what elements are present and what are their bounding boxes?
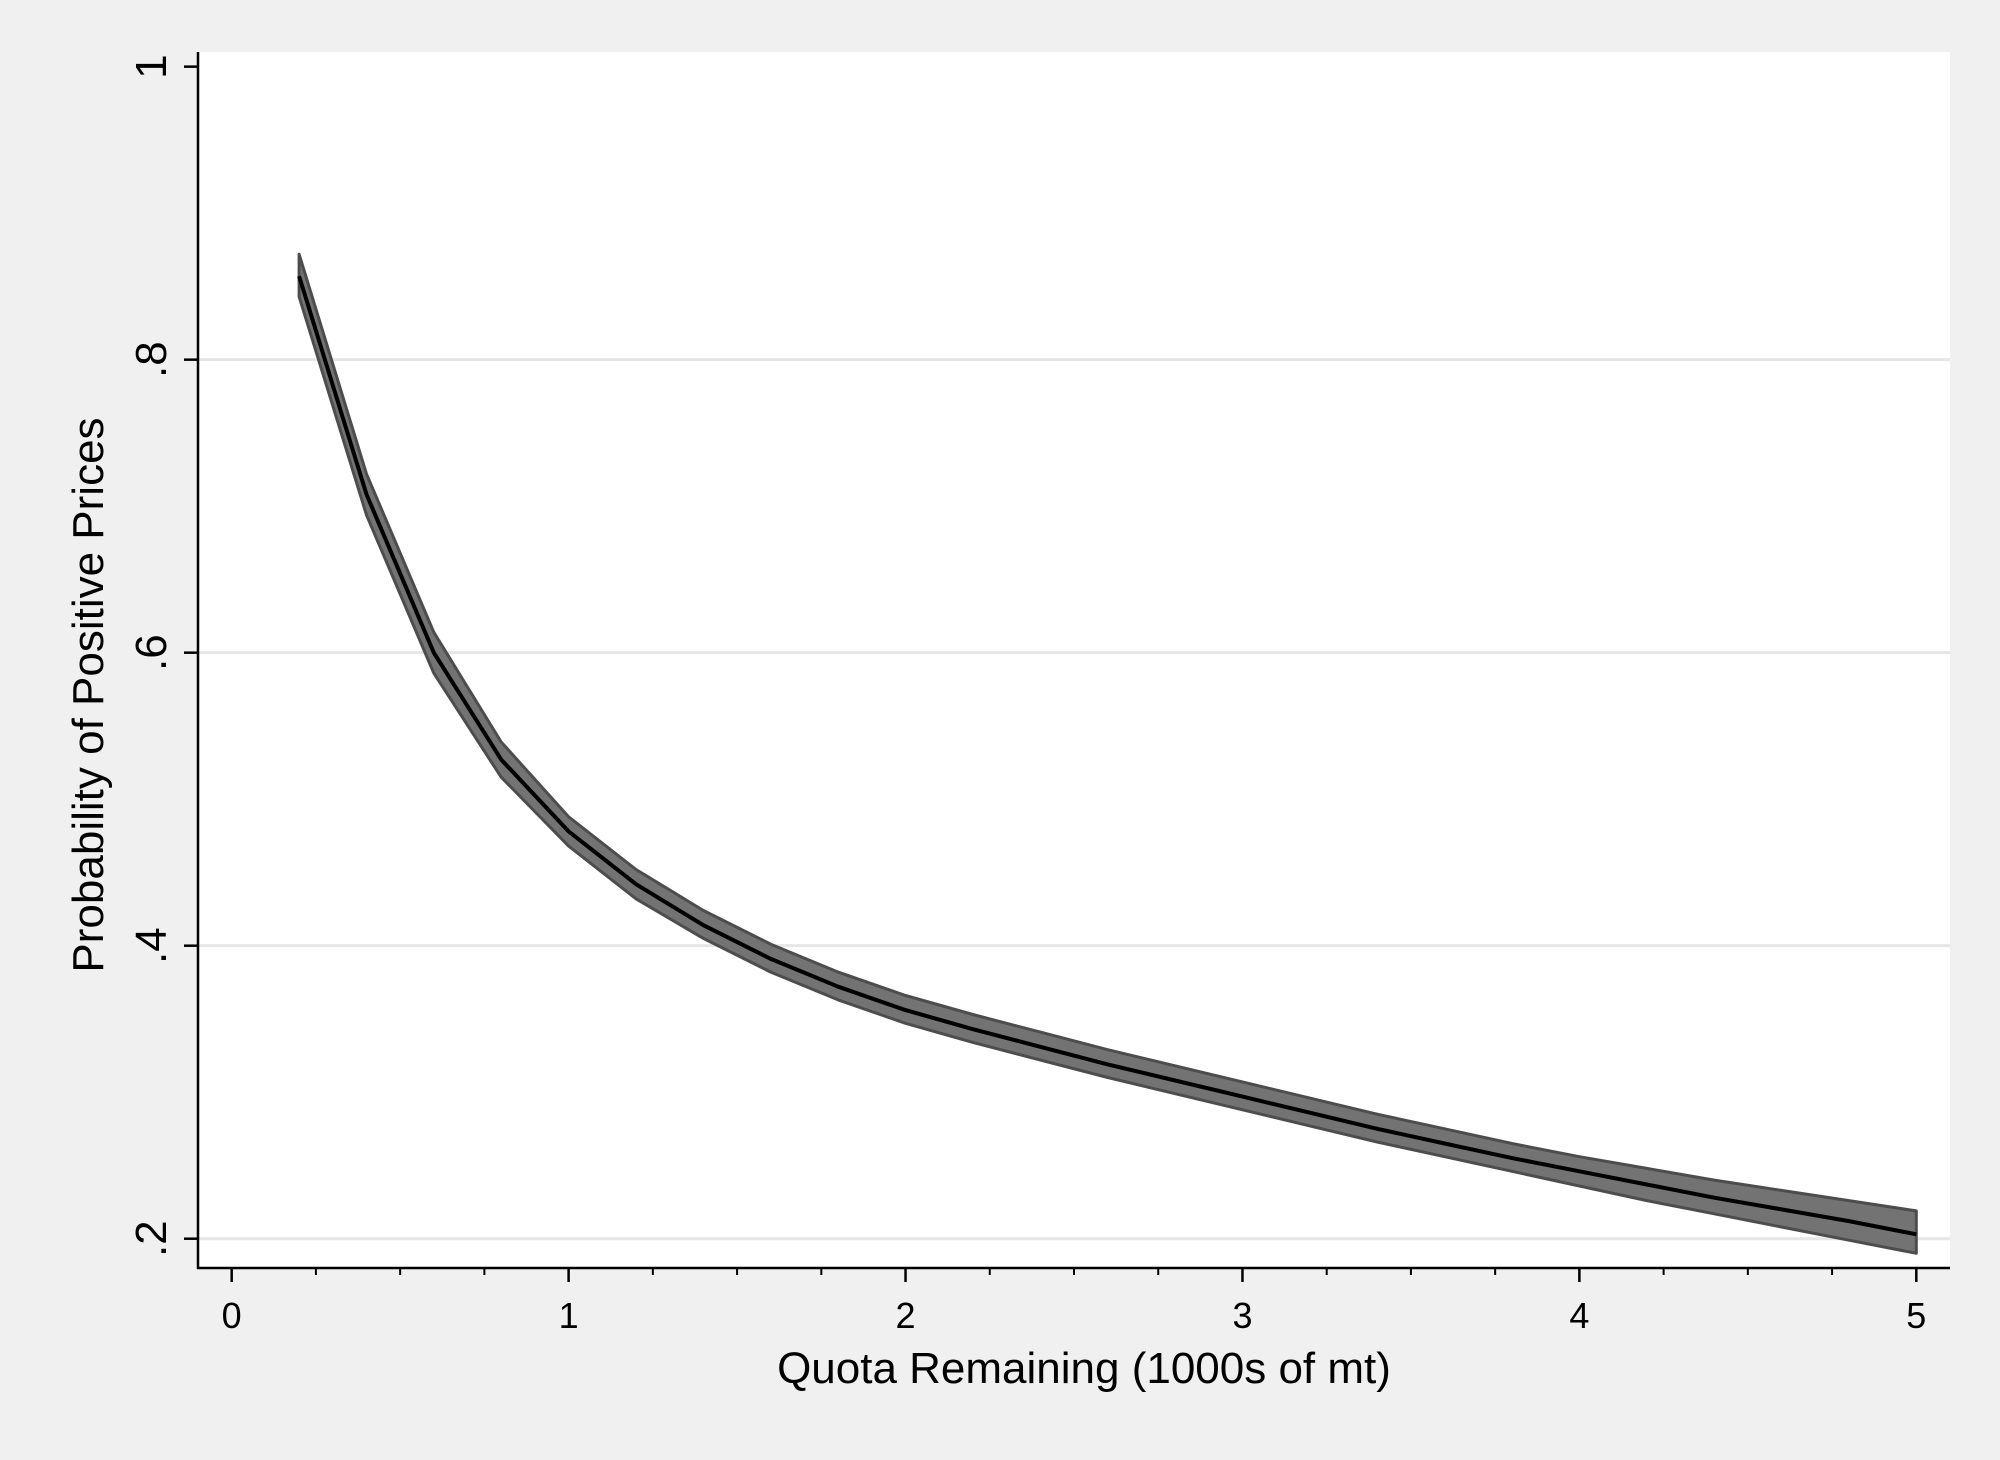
x-tick-label: 4 (1569, 1295, 1589, 1336)
axes: 0 1 2 3 4 5 .2 .4 .6 .8 1 (127, 52, 1950, 1336)
y-axis-title: Probability of Positive Prices (64, 417, 113, 972)
x-tick-label: 5 (1906, 1295, 1926, 1336)
x-tick-label: 0 (222, 1295, 242, 1336)
series-line-layer (297, 275, 1917, 1237)
confidence-band (297, 252, 1918, 1255)
confidence-band-layer (297, 252, 1918, 1255)
y-tick-label: .2 (127, 1220, 176, 1257)
x-tick-label: 2 (896, 1295, 916, 1336)
x-tick-label: 1 (559, 1295, 579, 1336)
x-tick-label: 3 (1232, 1295, 1252, 1336)
y-tick-label: .6 (127, 634, 176, 671)
y-tick-label: .8 (127, 341, 176, 378)
series-line (297, 275, 1917, 1237)
y-tick-label: 1 (127, 54, 176, 78)
y-tick-label: .4 (127, 927, 176, 964)
plot-area (198, 52, 1950, 1268)
x-axis-title: Quota Remaining (1000s of mt) (777, 1344, 1391, 1393)
gridlines (198, 358, 1950, 1241)
